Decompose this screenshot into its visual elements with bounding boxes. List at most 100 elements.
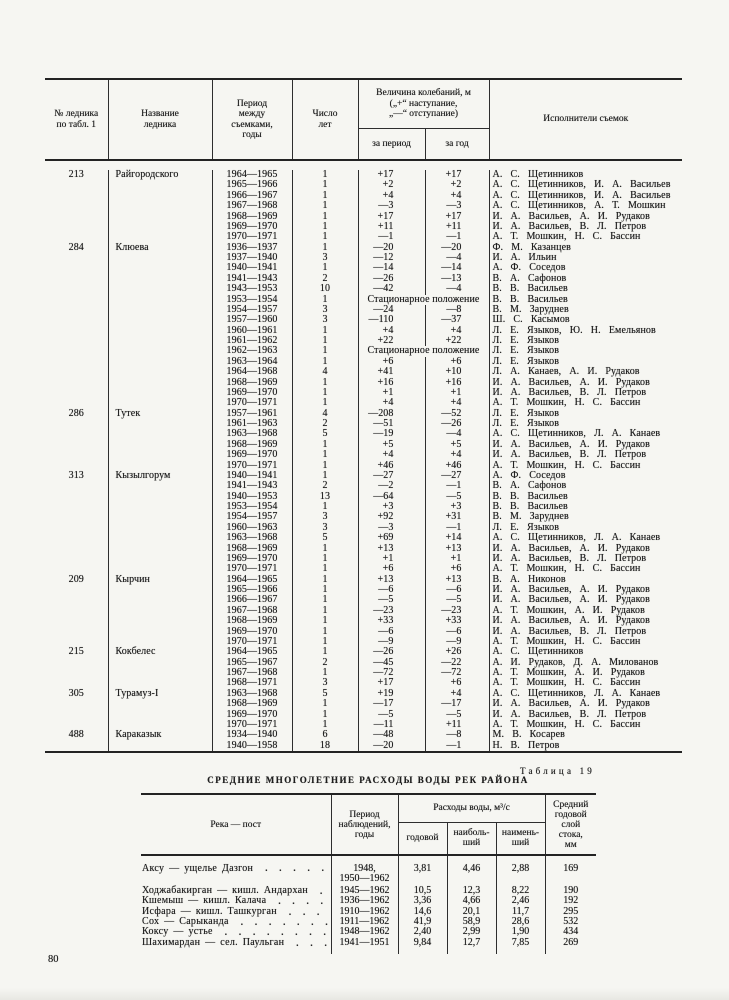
change-per-period-cell: +13 xyxy=(358,574,426,585)
change-per-year-cell: —8 xyxy=(425,304,490,316)
glacier-row: 1967—1968 1 —23 —23 А. Т. Мошкин, А. И. Руда… xyxy=(45,605,682,617)
executors-cell: Л. Е. Языков xyxy=(492,355,560,367)
glacier-row: 1962—1963 1 Стационарное положение Л. Е. Яз… xyxy=(45,345,682,357)
glacier-name-cell xyxy=(108,201,213,212)
glacier-name-cell xyxy=(108,709,213,720)
change-per-year-cell: —14 xyxy=(425,262,490,274)
executors-cell: А. С. Щетинников, Л. А. Канаев xyxy=(492,532,661,544)
glacier-no-cell xyxy=(45,211,109,222)
glacier-name-cell xyxy=(108,325,213,336)
discharge-table-header: Река — пост Период наблюдений, годы Расход… xyxy=(141,794,597,855)
executors-cell: А. С. Щетинников, И. А. Васильев xyxy=(492,189,671,201)
col-header-discharge: Расходы воды, м³/с xyxy=(398,794,546,823)
executors-cell: А. Ф. Соседов xyxy=(492,469,566,481)
glacier-row: 1941—1943 2 —2 —1 В. А. Сафонов xyxy=(45,480,682,492)
glacier-name-cell xyxy=(108,336,213,347)
executors-cell: В. В. Васильев xyxy=(492,293,568,305)
survey-period-cell: 1968—1969 xyxy=(212,439,293,451)
glacier-row: 1960—1963 3 —3 —1 Л. Е. Языков xyxy=(45,522,682,534)
change-per-period-cell: +33 xyxy=(358,615,426,627)
executors-cell: И. А. Ильин xyxy=(492,252,557,263)
glacier-name-cell xyxy=(108,429,213,440)
annual-discharge-cell: 14,6 xyxy=(398,906,448,917)
glacier-row: 209 Кырчин 1964—1965 1 +13 +13 В. А. Никонов xyxy=(45,573,682,585)
survey-period-cell: 1968—1969 xyxy=(212,543,293,554)
observation-period-cell: 1936—1962 xyxy=(331,895,399,907)
max-discharge-cell: 4,66 xyxy=(447,895,497,907)
glacier-name-cell xyxy=(108,668,213,679)
glacier-no-cell xyxy=(45,304,109,316)
change-per-year-cell: +13 xyxy=(425,574,490,585)
glacier-name-cell: Турамуз-I xyxy=(108,688,213,700)
glacier-no-cell xyxy=(45,481,109,492)
change-per-year-cell: —5 xyxy=(425,594,490,606)
glacier-name-cell xyxy=(108,315,213,326)
change-per-period-cell: —17 xyxy=(358,698,426,710)
executors-cell: А. Т. Мошкин, Н. С. Бассин xyxy=(492,459,641,471)
change-per-period-cell: —6 xyxy=(358,626,426,637)
glacier-no-cell xyxy=(45,585,109,596)
change-per-year-cell: +6 xyxy=(425,356,490,368)
change-per-year-cell: +16 xyxy=(425,377,490,388)
survey-period-cell: 1968—1971 xyxy=(212,677,293,689)
change-per-year-cell: —1 xyxy=(425,231,490,243)
river-row: Аксу — ущелье Дазгон . . . . . . . . . . … xyxy=(141,855,596,886)
change-per-period-cell: —9 xyxy=(358,636,426,648)
glacier-row: 1953—1954 1 +3 +3 В. В. Васильев xyxy=(45,501,682,513)
num-years-cell: 1 xyxy=(292,262,359,274)
glacier-name-cell xyxy=(108,626,213,637)
executors-cell: В. А. Никонов xyxy=(492,573,566,585)
glacier-name-cell: Кызылгорум xyxy=(108,470,213,482)
runoff-layer-cell: 532 xyxy=(563,915,579,927)
change-per-period-cell: —19 xyxy=(358,428,426,440)
executors-cell: В. М. Заруднев xyxy=(492,303,569,315)
executors-cell: В. В. Васильев xyxy=(492,501,568,512)
col-header-observation-period: Период наблюдений, годы xyxy=(331,794,399,855)
max-discharge-cell: 12,7 xyxy=(447,937,497,948)
glacier-no-cell xyxy=(45,668,109,679)
survey-period-cell: 1960—1961 xyxy=(212,325,293,336)
num-years-cell: 3 xyxy=(292,304,359,316)
glacier-row: 1968—1969 1 +17 +17 И. А. Васильев, А. И. Ру… xyxy=(45,211,682,222)
glacier-row: 1968—1969 1 +33 +33 И. А. Васильев, А. И. Ру… xyxy=(45,615,682,627)
min-discharge-cell: 28,6 xyxy=(496,916,546,928)
glacier-name-cell xyxy=(108,367,213,378)
runoff-layer-cell: 169 xyxy=(563,863,579,874)
glacier-no-cell xyxy=(45,740,109,752)
survey-period-cell: 1970—1971 xyxy=(212,460,293,471)
num-years-cell: 1 xyxy=(292,709,359,720)
change-per-year-cell: —6 xyxy=(425,626,490,637)
change-per-year-cell: —52 xyxy=(425,408,490,419)
glacier-row: 1953—1954 1 Стационарное положение В. В. Ва… xyxy=(45,293,682,305)
survey-period-cell: 1966—1967 xyxy=(212,190,293,202)
num-years-cell: 2 xyxy=(292,657,359,668)
river-post-name: Кшемыш — кишл. Калача xyxy=(142,895,267,907)
glacier-name-cell xyxy=(108,512,213,523)
change-per-year-cell: +17 xyxy=(425,211,490,222)
num-years-cell: 1 xyxy=(292,574,359,585)
max-discharge-cell: 58,9 xyxy=(447,916,497,928)
num-years-cell: 1 xyxy=(292,200,359,212)
river-post-name: Сох — Сарыканда xyxy=(142,915,229,927)
survey-period-cell: 1943—1953 xyxy=(212,283,293,295)
glacier-row: 1965—1966 1 —6 —6 И. А. Васильев, А. И. Руда… xyxy=(45,584,682,596)
glacier-no-cell xyxy=(45,657,109,668)
glacier-no-cell xyxy=(45,522,109,534)
survey-period-cell: 1940—1941 xyxy=(212,262,293,274)
dot-leader: . . . . . . . . . . . . . . . . xyxy=(288,906,329,917)
glacier-name-cell xyxy=(108,543,213,554)
min-discharge-cell: 1,90 xyxy=(496,926,546,938)
dot-leader: . . . . . . . . . . . . . . . . xyxy=(224,927,329,938)
glacier-row: 1957—1960 3 —110 —37 Ш. С. Касымов xyxy=(45,314,682,326)
glacier-row: 1967—1968 1 —3 —3 А. С. Щетинников, А. Т. Мо… xyxy=(45,200,682,212)
col-header-glacier-no: № ледника по табл. 1 xyxy=(45,79,109,160)
river-row: Ходжабакирган — кишл. Андархан . . . . . … xyxy=(141,885,596,897)
max-discharge-cell: 20,1 xyxy=(447,906,497,917)
change-per-year-cell: —4 xyxy=(425,428,490,440)
glacier-name-cell: Тутек xyxy=(108,408,213,419)
annual-discharge-cell: 2,40 xyxy=(398,926,448,938)
survey-period-cell: 1970—1971 xyxy=(212,719,293,731)
change-per-period-cell: +16 xyxy=(358,377,426,388)
change-per-period-cell: —42 xyxy=(358,283,426,295)
runoff-layer-cell: 269 xyxy=(563,936,579,948)
